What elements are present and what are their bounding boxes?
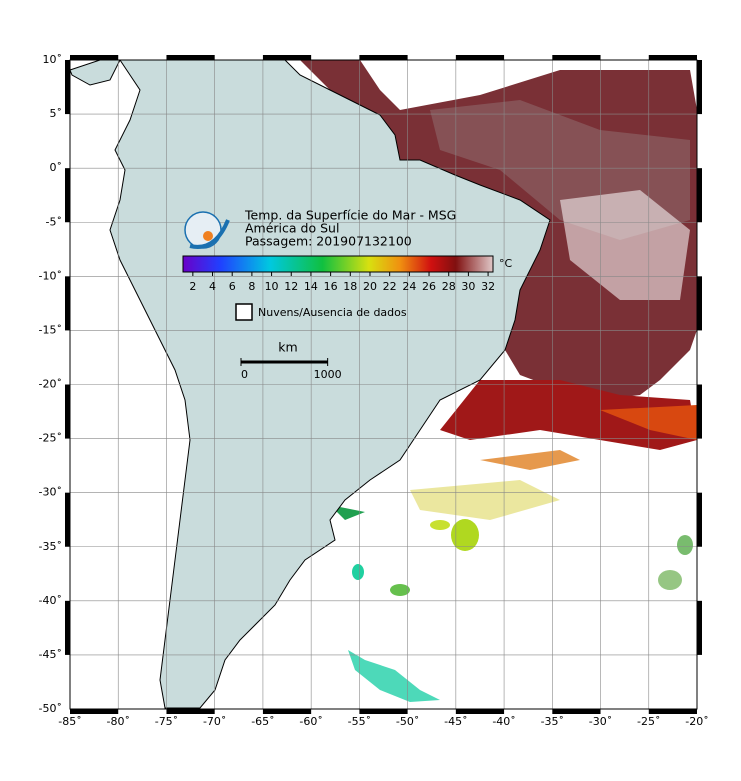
- x-tick-label: -80˚: [106, 715, 129, 728]
- frame-bar: [359, 709, 408, 714]
- scale-tick-label: 0: [241, 368, 248, 381]
- frame-bar: [166, 55, 215, 60]
- frame-bar: [65, 276, 70, 331]
- x-tick-label: -45˚: [444, 715, 467, 728]
- colorbar-tick-label: 6: [229, 280, 236, 293]
- frame-bar: [262, 709, 312, 714]
- frame-bar: [65, 168, 70, 223]
- y-tick-label: -30˚: [39, 486, 62, 499]
- colorbar-tick-label: 12: [284, 280, 298, 293]
- x-tick-label: -30˚: [589, 715, 612, 728]
- frame-bar: [697, 276, 702, 331]
- x-tick-label: -60˚: [299, 715, 322, 728]
- frame-bar: [697, 384, 702, 439]
- frame-bar: [697, 60, 702, 115]
- colorbar-tick-label: 20: [363, 280, 377, 293]
- x-tick-label: -50˚: [396, 715, 419, 728]
- frame-bar: [552, 55, 601, 60]
- frame-bar: [166, 709, 215, 714]
- colorbar-tick-label: 28: [442, 280, 456, 293]
- y-tick-label: -25˚: [39, 432, 62, 445]
- colorbar-tick-label: 30: [461, 280, 475, 293]
- x-tick-label: -40˚: [492, 715, 515, 728]
- colorbar-tick-label: 8: [248, 280, 255, 293]
- x-tick-label: -75˚: [155, 715, 178, 728]
- colorbar-tick-label: 16: [324, 280, 338, 293]
- y-tick-label: -35˚: [39, 540, 62, 553]
- frame-bar: [65, 600, 70, 655]
- y-tick-label: -15˚: [39, 323, 62, 336]
- map-title: Temp. da Superfície do Mar - MSG: [244, 208, 456, 223]
- legend-label: Nuvens/Ausencia de dados: [258, 306, 407, 319]
- y-tick-label: -10˚: [39, 269, 62, 282]
- scale-unit: km: [278, 340, 297, 355]
- x-tick-label: -25˚: [637, 715, 660, 728]
- y-tick-label: -20˚: [39, 378, 62, 391]
- frame-bar: [697, 492, 702, 547]
- y-tick-label: 0˚: [50, 161, 63, 174]
- frame-bar: [70, 709, 119, 714]
- y-tick-label: -5˚: [46, 215, 62, 228]
- frame-bar: [552, 709, 601, 714]
- colorbar-tick-label: 32: [481, 280, 495, 293]
- colorbar-unit: °C: [499, 257, 513, 270]
- frame-bar: [455, 709, 505, 714]
- colorbar-tick-label: 24: [402, 280, 416, 293]
- frame-bar: [70, 55, 119, 60]
- colorbar-tick-label: 14: [304, 280, 318, 293]
- frame-bar: [697, 168, 702, 223]
- legend-swatch: [235, 303, 253, 321]
- y-tick-label: -50˚: [39, 702, 62, 715]
- inpe-logo: [184, 211, 230, 249]
- colorbar-tick-label: 22: [383, 280, 397, 293]
- sst-field: [300, 60, 697, 702]
- colorbar-tick-label: 4: [209, 280, 216, 293]
- colorbar-tick-label: 26: [422, 280, 436, 293]
- frame-bar: [65, 492, 70, 547]
- frame-bar: [648, 55, 697, 60]
- x-tick-label: -85˚: [58, 715, 81, 728]
- map-pass: Passagem: 201907132100: [245, 234, 412, 249]
- colorbar-tick-label: 10: [265, 280, 279, 293]
- y-tick-label: -45˚: [39, 648, 62, 661]
- x-tick-label: -65˚: [251, 715, 274, 728]
- x-tick-label: -70˚: [203, 715, 226, 728]
- map-subtitle: América do Sul: [245, 221, 339, 236]
- frame-bar: [65, 384, 70, 439]
- y-tick-label: 5˚: [50, 107, 63, 120]
- frame-bar: [262, 55, 312, 60]
- frame-bar: [65, 60, 70, 115]
- y-tick-label: 10˚: [43, 53, 63, 66]
- x-tick-label: -35˚: [541, 715, 564, 728]
- frame-bar: [455, 55, 505, 60]
- x-tick-label: -20˚: [685, 715, 708, 728]
- x-tick-label: -55˚: [348, 715, 371, 728]
- frame-bar: [648, 709, 697, 714]
- colorbar: [182, 255, 494, 273]
- colorbar-tick-label: 18: [343, 280, 357, 293]
- frame-bar: [697, 600, 702, 655]
- scale-tick-label: 1000: [314, 368, 342, 381]
- y-tick-label: -40˚: [39, 594, 62, 607]
- frame-bar: [359, 55, 408, 60]
- colorbar-tick-label: 2: [189, 280, 196, 293]
